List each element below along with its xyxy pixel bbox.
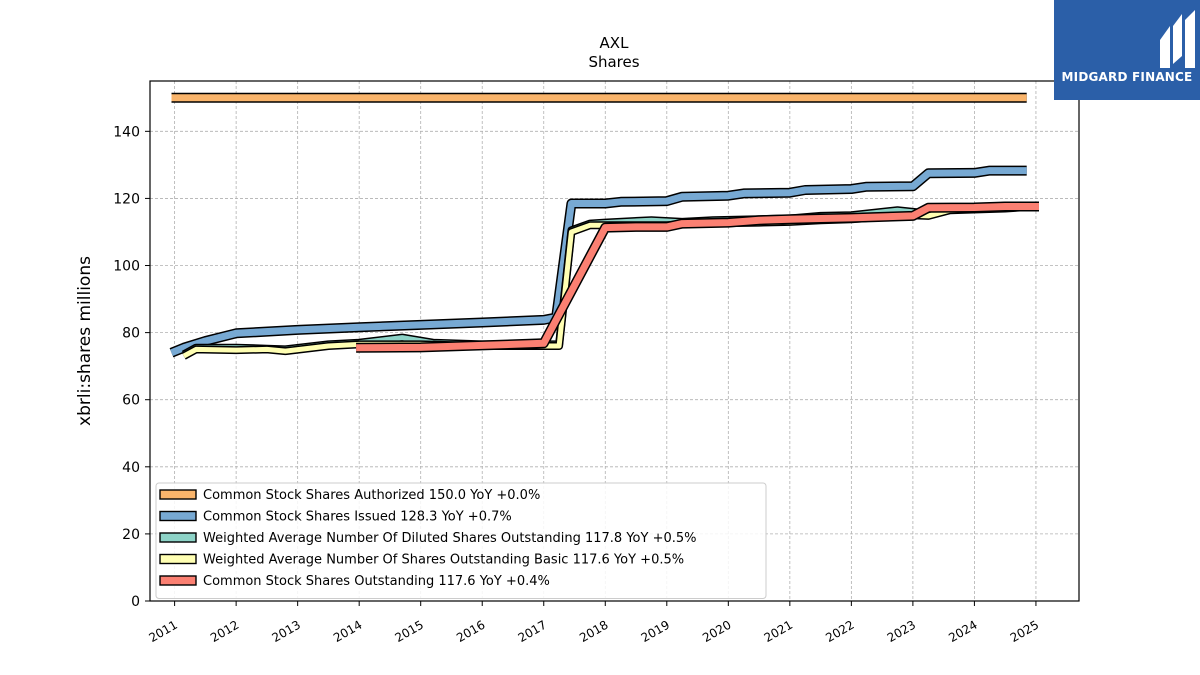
- x-tick-label: 2020: [700, 618, 733, 645]
- chart-subtitle: Shares: [588, 53, 639, 71]
- legend-label: Weighted Average Number Of Diluted Share…: [203, 531, 697, 546]
- legend-label: Common Stock Shares Outstanding 117.6 Yo…: [203, 574, 550, 589]
- legend-swatch: [159, 510, 197, 522]
- y-axis-label: xbrli:shares millions: [75, 256, 95, 426]
- series-line-2: [169, 165, 1027, 358]
- y-tick-label: 60: [122, 393, 140, 409]
- y-tick-label: 20: [122, 527, 140, 543]
- series-lines: [169, 92, 1039, 360]
- legend-swatch: [159, 575, 197, 586]
- legend-label: Weighted Average Number Of Shares Outsta…: [203, 553, 684, 568]
- series-stroke: [170, 167, 1027, 356]
- x-tick-label: 2013: [270, 618, 303, 645]
- legend-swatch: [159, 553, 197, 565]
- series-stroke: [356, 203, 1039, 352]
- x-tick-label: 2019: [639, 618, 672, 645]
- legend-item: Common Stock Shares Issued 128.3 YoY +0.…: [159, 510, 512, 525]
- y-tick-label: 140: [113, 124, 140, 140]
- chart-title: AXL: [600, 34, 630, 52]
- x-tick-label: 2023: [885, 618, 918, 645]
- x-tick-label: 2025: [1008, 618, 1041, 645]
- legend-item: Common Stock Shares Authorized 150.0 YoY…: [159, 488, 540, 503]
- x-tick-label: 2012: [208, 618, 241, 645]
- plot-area-frame: [149, 80, 1080, 602]
- legend-item: Weighted Average Number Of Diluted Share…: [159, 531, 697, 546]
- x-tick-label: 2022: [823, 618, 856, 645]
- legend-swatch: [159, 489, 197, 500]
- y-tick-label: 120: [113, 191, 140, 207]
- legend-label: Common Stock Shares Authorized 150.0 YoY…: [203, 488, 540, 503]
- brand-logo: MIDGARD FINANCE: [1054, 0, 1200, 100]
- x-tick-label: 2017: [516, 618, 549, 645]
- y-tick-label: 80: [122, 326, 140, 342]
- x-tick-label: 2015: [393, 618, 426, 645]
- x-tick-label: 2021: [762, 618, 795, 645]
- x-tick-label: 2014: [331, 618, 364, 645]
- series-line-5: [356, 201, 1039, 353]
- x-tick-label: 2018: [577, 618, 610, 645]
- brand-name: MIDGARD FINANCE: [1061, 70, 1193, 84]
- legend-item: Common Stock Shares Outstanding 117.6 Yo…: [159, 574, 550, 589]
- legend-swatch: [159, 532, 197, 543]
- x-tick-label: 2024: [946, 618, 979, 645]
- x-tick-label: 2011: [146, 618, 179, 645]
- y-tick-label: 40: [122, 460, 140, 476]
- legend: Common Stock Shares Authorized 150.0 YoY…: [155, 482, 767, 599]
- series-outline: [169, 165, 1027, 358]
- legend-item: Weighted Average Number Of Shares Outsta…: [159, 553, 684, 568]
- y-tick-label: 0: [131, 594, 140, 610]
- legend-box: [155, 482, 767, 599]
- brand-mark-icon: [1160, 10, 1195, 68]
- x-tick-label: 2016: [454, 618, 487, 645]
- y-tick-label: 100: [113, 259, 140, 275]
- legend-label: Common Stock Shares Issued 128.3 YoY +0.…: [203, 510, 512, 525]
